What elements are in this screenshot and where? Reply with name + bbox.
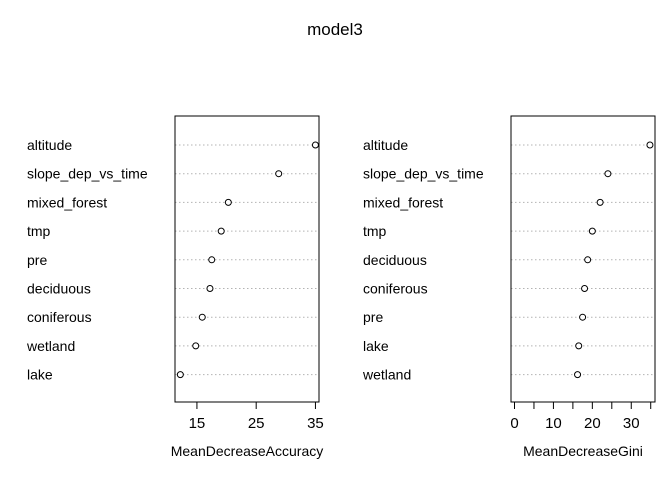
category-label: altitude — [27, 137, 72, 153]
category-label: altitude — [363, 137, 408, 153]
panel-2: altitude slope_dep_vs_time mixed_foresttmp… — [362, 115, 656, 459]
category-label: tmp — [27, 223, 51, 239]
chart-title: model3 — [307, 20, 363, 39]
x-axis-label: MeanDecreaseAccuracy — [171, 443, 324, 459]
category-label: pre — [363, 309, 383, 325]
data-point — [574, 371, 582, 379]
data-point — [217, 227, 225, 235]
category-label: lake — [363, 338, 389, 354]
data-point — [192, 342, 200, 350]
data-point — [604, 170, 612, 178]
category-label: mixed_forest — [363, 194, 443, 210]
data-point — [275, 170, 283, 178]
category-label: slope_dep_vs_time — [363, 166, 484, 182]
panel-1: altitude slope_dep_vs_time mixed_foresttmp… — [26, 115, 324, 459]
data-point — [575, 342, 583, 350]
x-tick-label: 35 — [307, 415, 324, 432]
data-point — [579, 313, 587, 321]
data-point — [596, 198, 604, 206]
x-tick-label: 25 — [248, 415, 265, 432]
data-point — [646, 141, 654, 149]
category-label: mixed_forest — [27, 194, 107, 210]
data-point — [206, 285, 214, 292]
x-tick-label: 30 — [623, 415, 640, 432]
category-label: tmp — [363, 223, 387, 239]
data-point — [588, 227, 596, 235]
data-point — [581, 285, 589, 292]
category-label: wetland — [26, 338, 75, 354]
category-label: deciduous — [363, 252, 427, 268]
data-point — [176, 371, 184, 379]
category-label: lake — [27, 367, 53, 383]
data-point — [224, 198, 232, 206]
category-label: slope_dep_vs_time — [27, 166, 148, 182]
x-tick-label: 20 — [584, 415, 601, 432]
data-point — [198, 313, 206, 321]
data-point — [208, 256, 216, 264]
category-label: deciduous — [27, 281, 91, 297]
data-point — [311, 141, 319, 149]
category-label: pre — [27, 252, 47, 268]
category-label: coniferous — [27, 309, 92, 325]
plot-frame — [174, 115, 320, 403]
x-tick-label: 10 — [545, 415, 562, 432]
plot-frame — [510, 115, 656, 403]
data-point — [584, 256, 592, 264]
x-tick-label: 15 — [189, 415, 206, 432]
x-axis-label: MeanDecreaseGini — [523, 443, 643, 459]
category-label: wetland — [362, 367, 411, 383]
category-label: coniferous — [363, 281, 428, 297]
x-tick-label: 0 — [510, 415, 518, 432]
